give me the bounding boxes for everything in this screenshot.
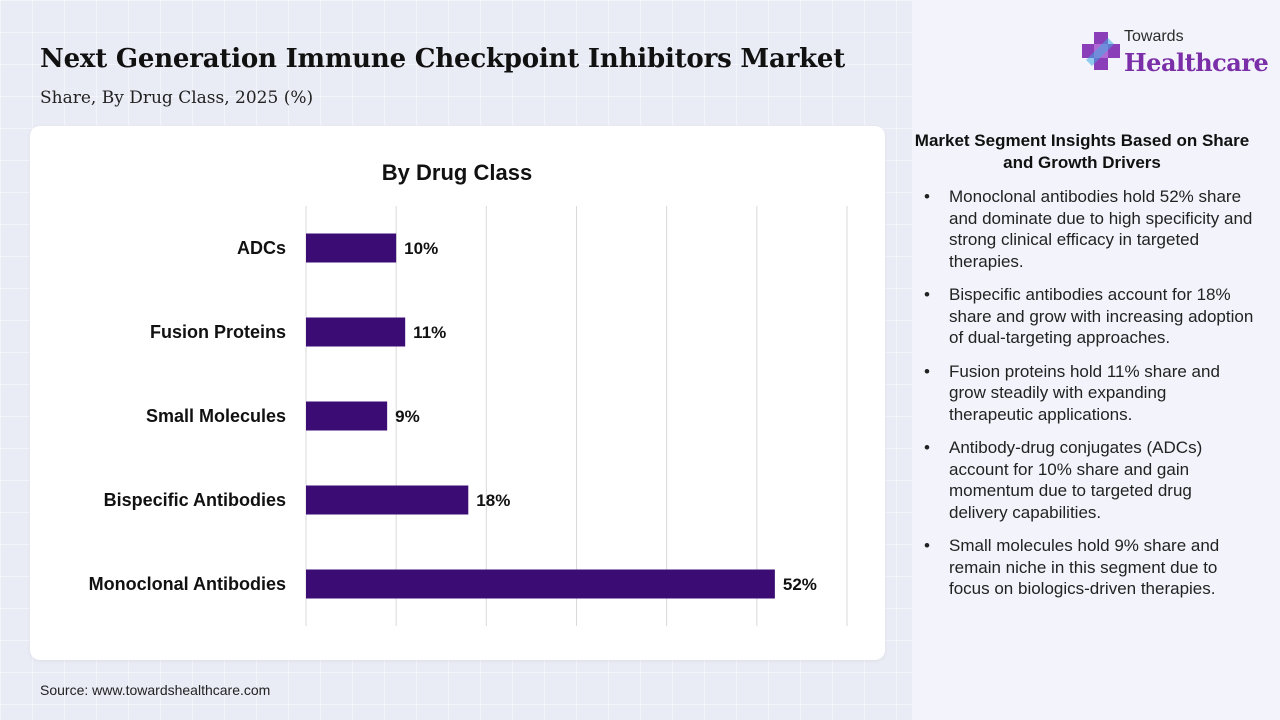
page-title: Next Generation Immune Checkpoint Inhibi…	[40, 44, 846, 74]
bullet-icon: •	[924, 361, 930, 381]
category-label: Fusion Proteins	[150, 322, 286, 342]
bar[interactable]	[306, 485, 469, 515]
bar-series: ADCs 10% Fusion Proteins 11% Small Molecules…	[89, 233, 817, 599]
insights-list: • Monoclonal antibodies hold 52% share an…	[924, 186, 1254, 612]
insights-title: Market Segment Insights Based on Share a…	[914, 131, 1250, 172]
medical-cross-icon	[1082, 32, 1120, 70]
insight-item: • Bispecific antibodies account for 18% s…	[924, 284, 1254, 349]
category-label: Bispecific Antibodies	[104, 490, 286, 510]
bar[interactable]	[306, 569, 775, 599]
insight-text: Bispecific antibodies account for 18% sh…	[949, 285, 1254, 347]
insight-text: Small molecules hold 9% share and remain…	[949, 536, 1220, 598]
insights-panel	[912, 0, 1280, 720]
bar[interactable]	[306, 401, 388, 431]
grid-lines	[305, 206, 848, 626]
insight-text: Monoclonal antibodies hold 52% share and…	[949, 187, 1253, 271]
bar-value-label: 10%	[404, 239, 438, 258]
bar-value-label: 11%	[413, 323, 446, 342]
page-subtitle: Share, By Drug Class, 2025 (%)	[40, 88, 314, 108]
chart-card: By Drug Class ADCs 10% Fusion Proteins 11% S…	[30, 126, 885, 660]
bullet-icon: •	[924, 438, 930, 457]
logo-text-healthcare: Healthcare	[1124, 48, 1269, 77]
bar[interactable]	[306, 317, 406, 347]
category-label: Monoclonal Antibodies	[89, 574, 286, 594]
chart-title: By Drug Class	[382, 160, 532, 185]
category-label: Small Molecules	[146, 406, 286, 426]
insight-item: • Antibody-drug conjugates (ADCs) account…	[924, 437, 1254, 523]
bar-value-label: 18%	[476, 491, 510, 510]
bar-chart: By Drug Class ADCs 10% Fusion Proteins 11% S…	[89, 160, 848, 626]
insight-item: • Monoclonal antibodies hold 52% share an…	[924, 186, 1254, 272]
bullet-icon: •	[924, 285, 930, 304]
insight-item: • Small molecules hold 9% share and remai…	[924, 535, 1254, 600]
source-text: Source: www.towardshealthcare.com	[40, 682, 271, 698]
bullet-icon: •	[924, 536, 930, 555]
bullet-icon: •	[924, 187, 930, 206]
insight-item: • Fusion proteins hold 11% share and grow…	[924, 361, 1254, 426]
bar-value-label: 52%	[783, 575, 817, 594]
insight-text: Fusion proteins hold 11% share and grow …	[949, 361, 1220, 424]
logo-text-towards: Towards	[1124, 28, 1184, 45]
brand-logo[interactable]: Towards Healthcare	[1080, 26, 1269, 78]
bar[interactable]	[306, 233, 397, 263]
category-label: ADCs	[237, 238, 286, 258]
bar-value-label: 9%	[395, 407, 420, 426]
insight-text: Antibody-drug conjugates (ADCs) account …	[949, 438, 1203, 522]
